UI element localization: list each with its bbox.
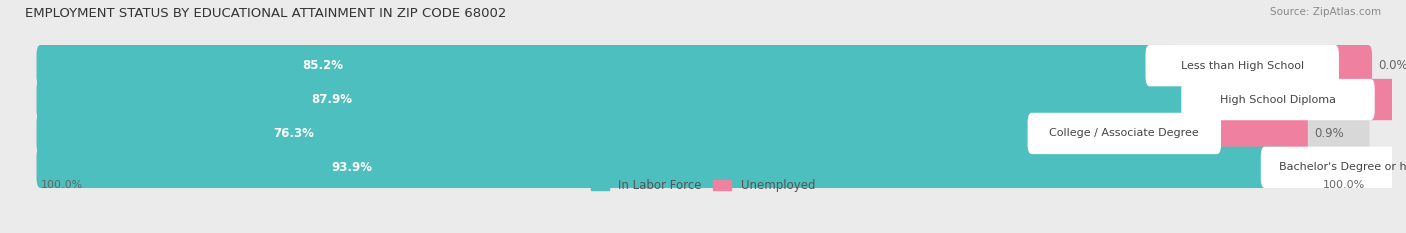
Text: High School Diploma: High School Diploma	[1220, 95, 1336, 105]
Text: 85.2%: 85.2%	[302, 59, 343, 72]
FancyBboxPatch shape	[37, 79, 1369, 120]
Text: Source: ZipAtlas.com: Source: ZipAtlas.com	[1270, 7, 1381, 17]
FancyBboxPatch shape	[37, 147, 1369, 188]
Text: EMPLOYMENT STATUS BY EDUCATIONAL ATTAINMENT IN ZIP CODE 68002: EMPLOYMENT STATUS BY EDUCATIONAL ATTAINM…	[25, 7, 506, 20]
FancyBboxPatch shape	[1181, 79, 1375, 120]
FancyBboxPatch shape	[1146, 45, 1339, 86]
Text: 0.0%: 0.0%	[1379, 59, 1406, 72]
FancyBboxPatch shape	[1367, 79, 1406, 120]
Text: College / Associate Degree: College / Associate Degree	[1049, 128, 1199, 138]
FancyBboxPatch shape	[37, 147, 1289, 188]
Text: 93.9%: 93.9%	[330, 161, 373, 174]
FancyBboxPatch shape	[1028, 113, 1220, 154]
FancyBboxPatch shape	[1213, 113, 1308, 154]
Text: 87.9%: 87.9%	[311, 93, 352, 106]
Text: 100.0%: 100.0%	[41, 180, 83, 190]
FancyBboxPatch shape	[37, 113, 1056, 154]
FancyBboxPatch shape	[1261, 147, 1406, 188]
Legend: In Labor Force, Unemployed: In Labor Force, Unemployed	[586, 175, 820, 197]
FancyBboxPatch shape	[37, 79, 1209, 120]
FancyBboxPatch shape	[37, 113, 1369, 154]
FancyBboxPatch shape	[37, 45, 1369, 86]
Text: Less than High School: Less than High School	[1181, 61, 1303, 71]
Text: 100.0%: 100.0%	[1323, 180, 1365, 190]
Text: 0.9%: 0.9%	[1315, 127, 1344, 140]
FancyBboxPatch shape	[37, 45, 1174, 86]
Text: Bachelor's Degree or higher: Bachelor's Degree or higher	[1279, 162, 1406, 172]
FancyBboxPatch shape	[1331, 45, 1372, 86]
Text: 76.3%: 76.3%	[273, 127, 314, 140]
